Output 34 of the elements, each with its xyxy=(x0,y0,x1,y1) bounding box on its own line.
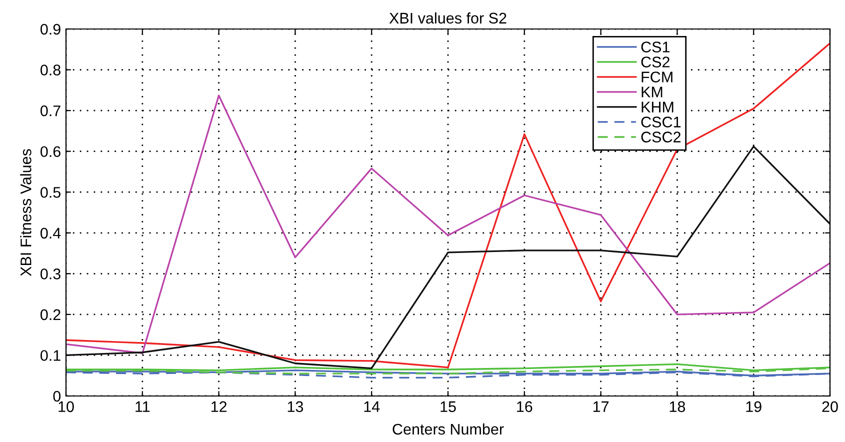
x-tick-label: 20 xyxy=(822,401,838,412)
y-tick-label: 0.4 xyxy=(40,228,61,239)
x-tick-label: 17 xyxy=(593,401,609,412)
y-tick-label: 0.5 xyxy=(40,186,60,198)
x-tick-label: 12 xyxy=(211,401,227,412)
legend-label: FCM xyxy=(642,72,672,82)
x-tick-label: 14 xyxy=(364,401,380,412)
line-series xyxy=(66,42,830,368)
y-tick-label: 0.3 xyxy=(40,268,60,280)
legend-label: CS2 xyxy=(641,56,670,68)
legend-label: KM xyxy=(642,86,662,98)
y-axis-title: XBI Fitness Values xyxy=(20,149,32,276)
line-series xyxy=(66,146,830,370)
x-tick-label: 16 xyxy=(517,401,532,412)
x-tick-label: 15 xyxy=(440,401,456,412)
x-axis-title: Centers Number xyxy=(392,423,504,435)
x-tick-label: 18 xyxy=(670,401,686,412)
y-tick-label: 0.9 xyxy=(40,24,60,35)
legend-label: CS1 xyxy=(641,42,670,52)
x-tick-label: 19 xyxy=(746,401,762,412)
legend-label: CSC1 xyxy=(641,116,681,128)
line-series xyxy=(66,363,830,372)
y-tick-label: 0.7 xyxy=(40,105,60,116)
y-tick-label: 0 xyxy=(53,390,61,402)
y-tick-label: 0.6 xyxy=(40,146,60,158)
legend-label: CSC2 xyxy=(641,132,681,142)
y-tick-label: 0.1 xyxy=(40,350,60,361)
y-tick-label: 0.2 xyxy=(40,309,60,320)
legend-label: KHM xyxy=(642,102,674,112)
x-tick-label: 13 xyxy=(288,401,304,412)
y-tick-label: 0.8 xyxy=(40,64,60,76)
chart-title: XBI values for S2 xyxy=(389,12,506,24)
x-tick-label: 10 xyxy=(58,401,74,412)
x-tick-label: 11 xyxy=(136,401,150,412)
